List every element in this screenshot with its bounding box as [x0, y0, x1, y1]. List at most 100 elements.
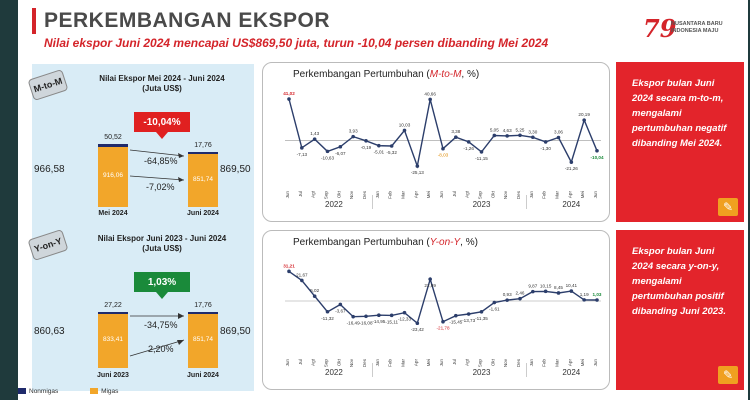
mtom-pct-nonmigas: -64,85% [144, 156, 178, 166]
mtom-tick-label: Des [362, 190, 367, 199]
mtom-tick-label: Jun [439, 191, 444, 199]
ytoy-data-label: -21,78 [436, 326, 449, 331]
ytoy-data-label: 31,21 [283, 263, 295, 268]
ytoy-arrow-migas [129, 339, 185, 357]
ytoy-right-nonmigas-value: 17,76 [194, 302, 212, 309]
ytoy-tick-label: Feb [542, 359, 547, 367]
ytoy-data-label: 9,87 [528, 284, 537, 289]
ytoy-data-label: -16,08 [359, 320, 372, 325]
mtom-data-label: -25,13 [411, 170, 424, 175]
mtom-point [377, 143, 381, 148]
ytoy-point [351, 314, 355, 319]
mtom-title: Nilai Ekspor Mei 2024 - Juni 2024 (Juta … [72, 74, 252, 94]
mtom-point [454, 135, 458, 139]
mtom-data-label: -6,07 [335, 151, 346, 156]
mtom-point [351, 134, 355, 139]
ytoy-tick-label: Mei [426, 359, 431, 366]
ytoy-year-label: 2023 [473, 368, 491, 377]
ytoy-point [338, 302, 343, 307]
comparison-panel: M-to-M Nilai Ekspor Mei 2024 - Juni 2024… [27, 64, 254, 391]
mtom-tick-label: Des [516, 190, 521, 199]
ytoy-point [518, 296, 522, 301]
mtom-point [582, 118, 586, 122]
ytoy-right-migas-bar [188, 314, 218, 368]
ytoy-data-label: -15,11 [385, 319, 398, 324]
ytoy-chart-title-end: , %) [460, 237, 478, 248]
ytoy-title-line1: Nilai Ekspor Juni 2023 - Juni 2024 [97, 234, 227, 243]
mtom-point [364, 138, 368, 143]
edit-icon[interactable]: ✎ [718, 366, 738, 384]
mtom-note: Ekspor bulan Juni 2024 secara m-to-m, me… [616, 62, 744, 222]
ytoy-title: Nilai Ekspor Juni 2023 - Juni 2024 (Juta… [72, 234, 252, 254]
mtom-point [415, 164, 420, 168]
mtom-point [543, 140, 548, 144]
mtom-tick-label: Apr [413, 191, 418, 199]
mtom-tick-label: Apr [567, 191, 572, 199]
mtom-arrow-nonmigas [129, 149, 185, 157]
mtom-change-callout: -10,04% [134, 112, 190, 139]
ytoy-point [595, 298, 599, 302]
mtom-left-nonmigas-value: 50,52 [104, 134, 122, 141]
mtom-tick-label: Jul [452, 191, 457, 197]
mtom-data-label: 3,30 [528, 129, 537, 134]
ytoy-tick-label: Feb [388, 359, 393, 367]
mtom-chart-panel: Perkembangan Pertumbuhan (M-to-M, %) 41,… [262, 62, 610, 222]
legend-swatch-migas [90, 388, 99, 395]
ytoy-tick-label: Mar [555, 359, 560, 367]
mtom-point [531, 135, 535, 140]
legend: Nonmigas Migas [18, 388, 118, 395]
ytoy-tick-label: Jun [285, 359, 290, 367]
ytoy-data-label: -23,42 [411, 327, 424, 332]
mtom-tick-label: Mei [426, 191, 431, 198]
ytoy-point [492, 300, 497, 305]
mtom-data-label: 40,66 [424, 91, 436, 96]
mtom-point [338, 144, 343, 149]
ytoy-data-label: 22,99 [424, 283, 436, 288]
mtom-data-label: -0,19 [361, 145, 372, 150]
ytoy-point [312, 294, 317, 299]
mtom-left-label: Mei 2024 [98, 210, 128, 217]
mtom-tick-label: Okt [336, 190, 341, 198]
mtom-title-line2: (Juta US$) [142, 84, 182, 93]
ytoy-tick-label: Jun [593, 359, 598, 367]
mtom-data-label: -7,13 [297, 152, 308, 157]
ytoy-data-label: 0,93 [503, 292, 512, 297]
mtom-data-label: 3,93 [349, 129, 358, 134]
mtom-badge: M-to-M [27, 68, 69, 102]
logo-text-1: NUSANTARA BARU [671, 21, 723, 27]
mtom-data-label: -8,03 [438, 153, 449, 158]
ytoy-data-label: -14,95 [372, 319, 385, 324]
mtom-arrows [129, 149, 185, 182]
mtom-arrow-migas [129, 175, 185, 181]
edit-icon[interactable]: ✎ [718, 198, 738, 216]
mtom-data-label: -1,30 [540, 146, 551, 151]
mtom-left-migas-bar [98, 147, 128, 207]
ytoy-tick-label: Mei [580, 359, 585, 366]
ytoy-data-label: -1,61 [489, 307, 500, 312]
ytoy-tick-label: Des [362, 358, 367, 367]
mtom-data-label: -5,01 [374, 150, 385, 155]
mtom-pct-migas: -7,02% [146, 182, 175, 192]
mtom-point [312, 137, 317, 141]
mtom-right-nonmigas-value: 17,76 [194, 142, 212, 149]
ytoy-left-nonmigas-value: 27,22 [104, 302, 122, 309]
ytoy-point [582, 298, 586, 302]
legend-nonmigas: Nonmigas [29, 388, 59, 395]
mtom-arrowhead-migas [178, 177, 184, 182]
ytoy-point [300, 278, 304, 283]
mtom-note-text: Ekspor bulan Juni 2024 secara m-to-m, me… [632, 78, 727, 149]
mtom-right-migas-value: 851,74 [193, 176, 213, 183]
ytoy-data-label: -11,35 [475, 316, 488, 321]
logo-mark: 79 [643, 14, 677, 43]
mtom-point [492, 133, 497, 138]
ytoy-data-label: 2,46 [516, 291, 525, 296]
ytoy-tick-label: Jan [529, 359, 534, 367]
ytoy-pct-migas: 2,20% [148, 344, 174, 354]
ytoy-data-label: -15,45 [449, 320, 462, 325]
mtom-right-nonmigas-bar [188, 152, 218, 154]
ytoy-tick-label: Apr [413, 359, 418, 367]
ytoy-data-label: -3,67 [335, 308, 346, 313]
ytoy-tick-label: Sep [478, 359, 483, 368]
mtom-chart: 41,02 Jun -7,13 Jul 1,43 Agt -10,63 Sep -6,07 Okt… [283, 91, 604, 209]
ytoy-year-label: 2022 [325, 368, 343, 377]
